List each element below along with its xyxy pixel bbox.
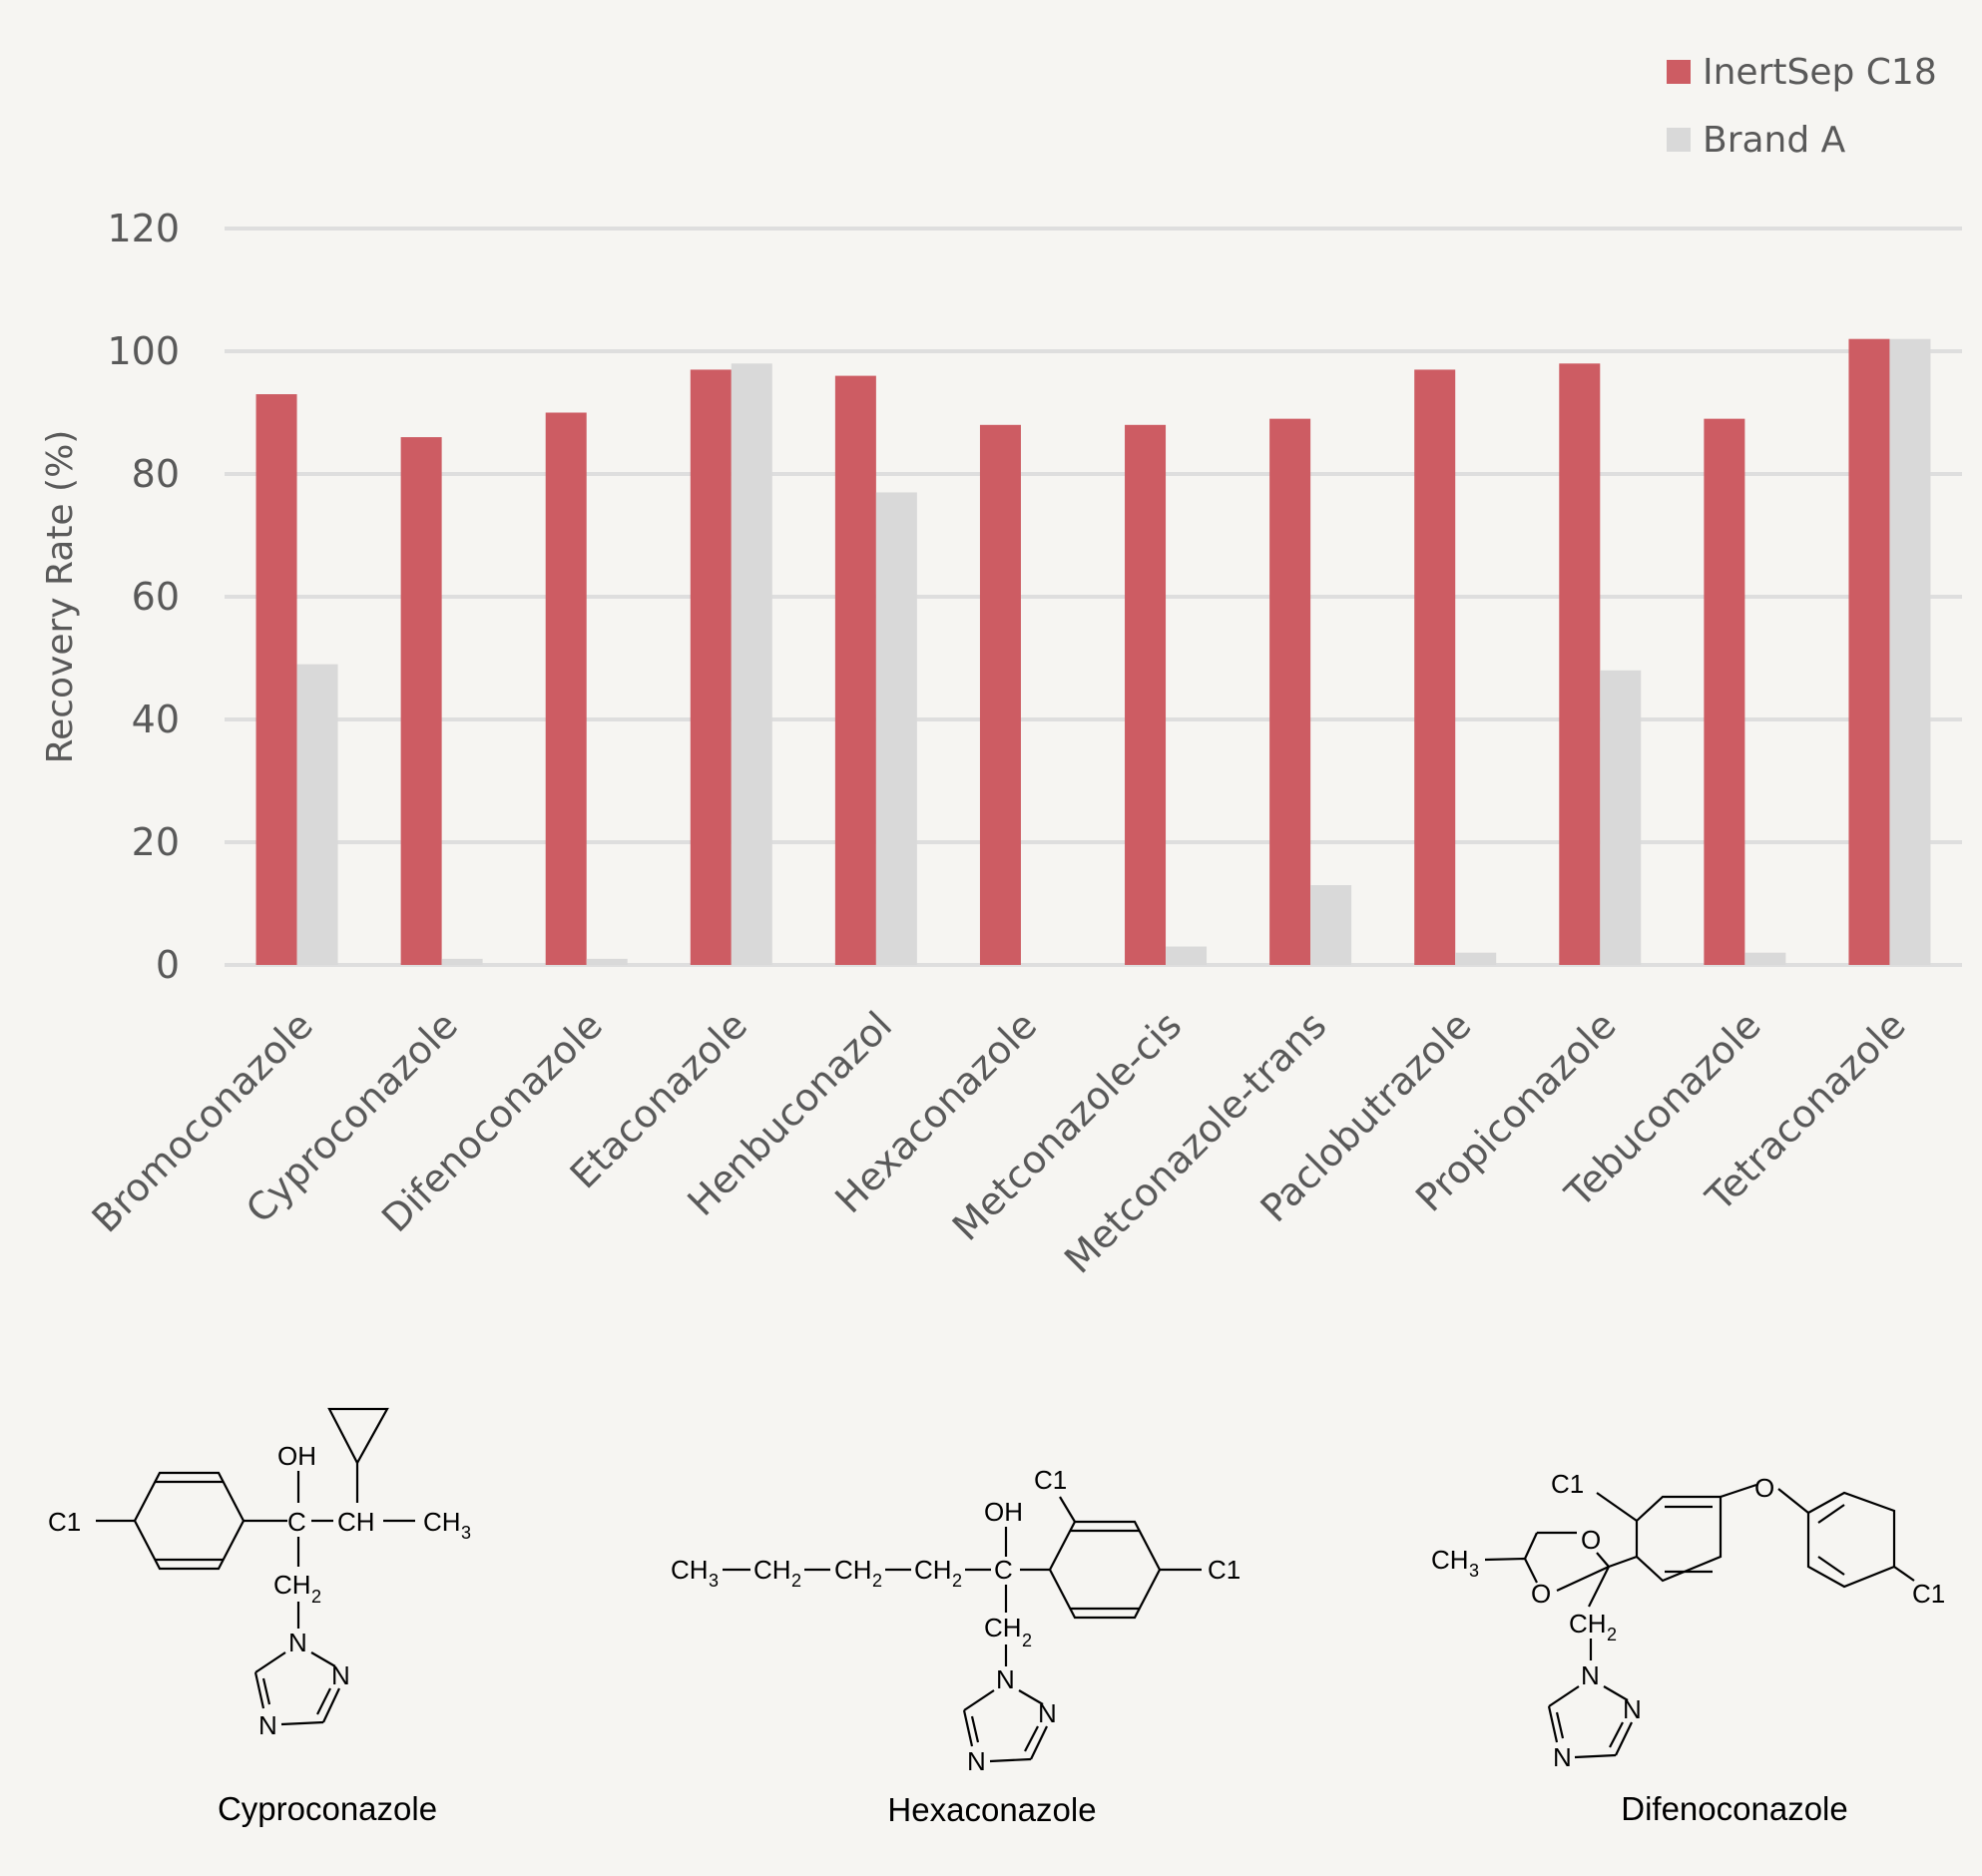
bar-inertsep-paclobutrazole <box>1414 369 1456 965</box>
difeno-name: Difenoconazole <box>1621 1790 1848 1827</box>
difeno-ch3: CH <box>1431 1545 1469 1575</box>
bar-brand-a-paclobutrazole <box>1455 952 1497 965</box>
difeno-o-ether: O <box>1754 1473 1774 1503</box>
x-axis-categories: BromoconazoleCyproconazoleDifenoconazole… <box>84 1003 1914 1281</box>
difeno-n1: N <box>1581 1660 1600 1690</box>
y-tick-label-100: 100 <box>107 329 180 373</box>
hexa-cl-top: C1 <box>1034 1465 1067 1495</box>
structure-difenoconazole: C1 O C1 CH 3 O O CH 2 N N N <box>1431 1469 1945 1827</box>
hexa-oh: OH <box>984 1497 1023 1527</box>
bar-brand-a-tebuconazole <box>1744 952 1786 965</box>
x-tick-label-metconazole-trans: Metconazole-trans <box>1056 1003 1334 1281</box>
bar-inertsep-hexaconazole <box>979 424 1021 965</box>
difeno-o-ring-top: O <box>1581 1525 1601 1555</box>
cypro-oh: OH <box>277 1441 316 1471</box>
legend: InertSep C18 Brand A <box>1667 52 1937 161</box>
hexa-n1: N <box>996 1664 1015 1694</box>
bar-inertsep-henbuconazol <box>834 375 876 966</box>
difeno-o-ring-bottom: O <box>1531 1579 1551 1609</box>
cypro-n3: N <box>258 1710 277 1740</box>
bar-inertsep-bromoconazole <box>255 394 297 965</box>
bar-brand-a-bromoconazole <box>296 664 338 965</box>
legend-swatch-inertsep <box>1667 60 1691 84</box>
hexa-c: C <box>994 1555 1013 1585</box>
hexa-name: Hexaconazole <box>887 1791 1096 1828</box>
structure-cyproconazole: C1 C OH CH CH 3 CH 2 N N N Cyproconazole <box>48 1407 471 1827</box>
difeno-ch3-sub: 3 <box>1469 1561 1479 1581</box>
hexa-ch2-a-sub: 2 <box>791 1571 801 1591</box>
hexa-n3: N <box>967 1746 986 1776</box>
bar-brand-a-henbuconazol <box>875 492 917 965</box>
bar-brand-a-metconazole-cis <box>1166 946 1208 965</box>
bar-inertsep-tebuconazole <box>1704 418 1745 965</box>
bar-inertsep-difenoconazole <box>545 412 587 965</box>
hexa-ch2-b-sub: 2 <box>872 1571 882 1591</box>
bar-inertsep-metconazole-cis <box>1125 424 1167 965</box>
bar-brand-a-propiconazole <box>1600 670 1642 965</box>
bar-brand-a-etaconazole <box>731 363 772 965</box>
y-tick-label-40: 40 <box>132 698 180 741</box>
legend-label-brand-a: Brand A <box>1703 120 1846 161</box>
difeno-ch2: CH <box>1569 1609 1607 1639</box>
cypro-ch3-sub: 3 <box>461 1523 471 1543</box>
hexa-ch3: CH <box>671 1555 709 1585</box>
y-tick-label-80: 80 <box>132 452 180 496</box>
bar-inertsep-propiconazole <box>1559 363 1601 965</box>
structure-hexaconazole: CH 3 CH 2 CH 2 CH 2 C OH C1 C1 CH 2 N N … <box>671 1465 1240 1828</box>
hexa-ch2-b: CH <box>834 1555 872 1585</box>
bar-inertsep-cyproconazole <box>400 437 442 966</box>
hexa-ch2-d-sub: 2 <box>1022 1631 1032 1650</box>
y-tick-label-0: 0 <box>156 943 180 987</box>
hexa-cl-right: C1 <box>1208 1555 1240 1585</box>
y-axis-ticks: 0 20 40 60 80 100 120 <box>107 207 180 987</box>
difeno-ch2-sub: 2 <box>1607 1625 1617 1644</box>
cypro-ch3: CH <box>423 1507 461 1537</box>
difeno-n3: N <box>1553 1742 1572 1772</box>
bar-inertsep-tetraconazole <box>1848 338 1890 965</box>
bar-brand-a-cyproconazole <box>441 958 483 965</box>
y-axis-title: Recovery Rate (%) <box>40 430 81 764</box>
cypro-n1: N <box>288 1628 307 1657</box>
cypro-cl: C1 <box>48 1507 81 1537</box>
difeno-cl-left: C1 <box>1551 1469 1584 1499</box>
bar-brand-a-tetraconazole <box>1889 338 1931 965</box>
hexa-ch2-a: CH <box>753 1555 791 1585</box>
gridlines <box>225 227 1962 967</box>
cypro-ch: CH <box>337 1507 375 1537</box>
bar-inertsep-metconazole-trans <box>1269 418 1311 965</box>
legend-swatch-brand-a <box>1667 128 1691 152</box>
y-tick-label-120: 120 <box>107 207 180 250</box>
y-tick-label-60: 60 <box>132 575 180 619</box>
cypro-c: C <box>287 1507 306 1537</box>
legend-label-inertsep: InertSep C18 <box>1703 52 1937 93</box>
bar-inertsep-etaconazole <box>690 369 732 965</box>
hexa-ch2-c-sub: 2 <box>952 1571 962 1591</box>
y-tick-label-20: 20 <box>132 820 180 864</box>
bar-brand-a-metconazole-trans <box>1310 885 1352 965</box>
cypro-ch2-sub: 2 <box>311 1587 321 1607</box>
hexa-n2: N <box>1038 1698 1057 1728</box>
hexa-ch2-d: CH <box>984 1613 1022 1642</box>
hexa-ch3-sub: 3 <box>709 1571 719 1591</box>
difeno-n2: N <box>1623 1694 1642 1724</box>
bars <box>255 338 1931 966</box>
cypro-ch2: CH <box>273 1570 311 1600</box>
bar-brand-a-difenoconazole <box>586 958 628 965</box>
difeno-cl-right: C1 <box>1912 1579 1945 1609</box>
hexa-ch2-c: CH <box>914 1555 952 1585</box>
cypro-n2: N <box>331 1660 350 1690</box>
cypro-name: Cyproconazole <box>218 1790 437 1827</box>
